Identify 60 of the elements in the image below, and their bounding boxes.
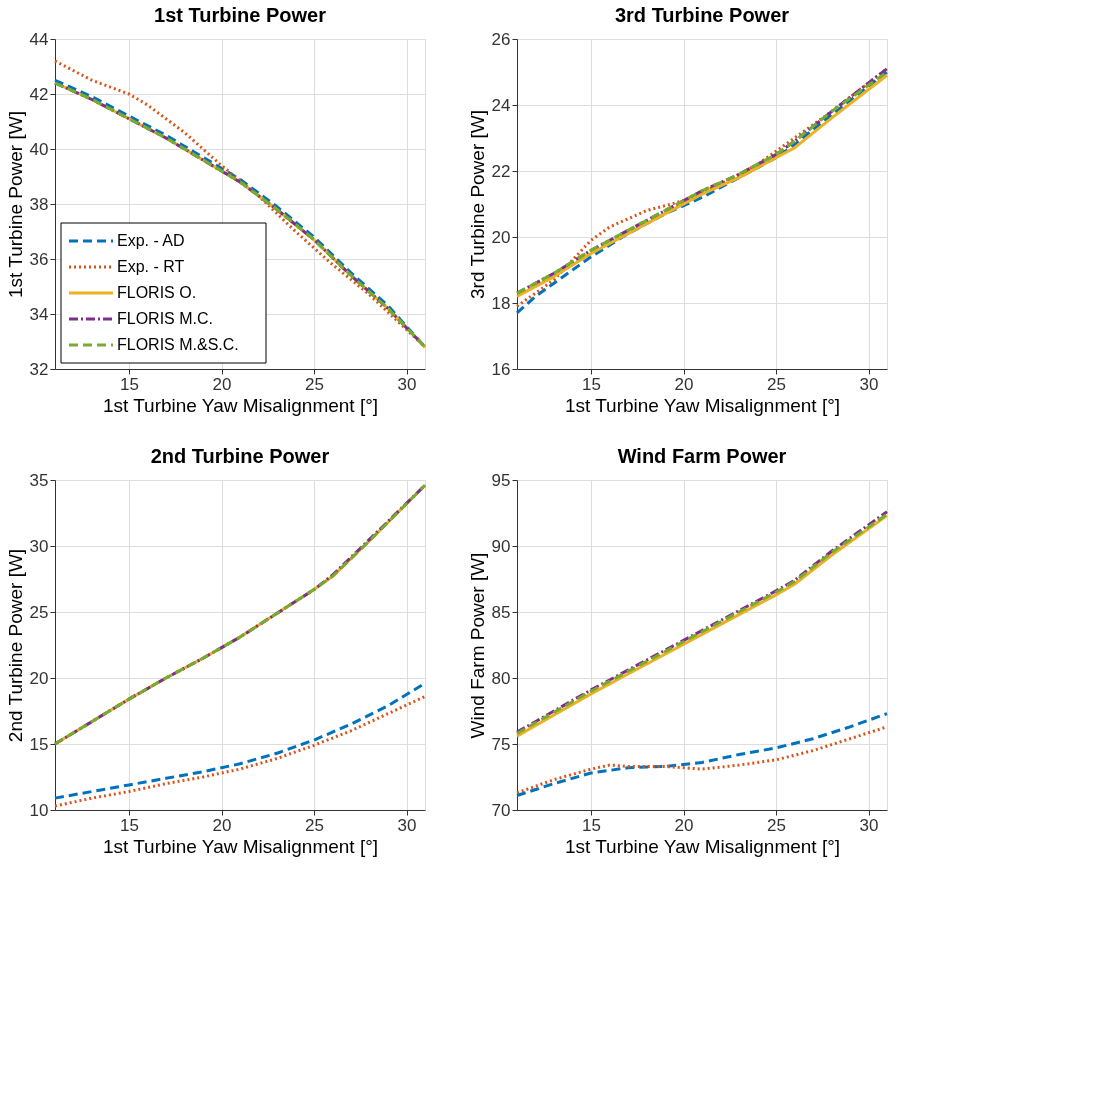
chart-title: Wind Farm Power xyxy=(617,445,787,467)
x-axis-title: 1st Turbine Yaw Misalignment [°] xyxy=(102,394,379,416)
y-tick-label: 20 xyxy=(29,668,49,688)
y-tick-label: 70 xyxy=(491,800,511,820)
y-tick-label: 95 xyxy=(491,470,511,490)
y-tick-label: 16 xyxy=(491,359,511,379)
x-tick-label: 20 xyxy=(674,815,694,835)
x-tick-label: 25 xyxy=(767,815,786,835)
y-tick-label: 38 xyxy=(29,194,49,214)
x-tick-label: 30 xyxy=(859,374,879,394)
x-tick-label: 15 xyxy=(120,374,139,394)
x-tick-label: 25 xyxy=(305,374,324,394)
line-series xyxy=(53,483,427,746)
y-tick-label: 25 xyxy=(29,602,49,622)
x-tick-label: 30 xyxy=(859,815,879,835)
y-tick-label: 35 xyxy=(29,470,49,490)
legend-label: Exp. - AD xyxy=(117,232,185,249)
y-tick-label: 42 xyxy=(29,84,49,104)
y-axis-title: 2nd Turbine Power [W] xyxy=(4,548,26,743)
y-tick-label: 22 xyxy=(491,161,511,181)
y-tick-label: 90 xyxy=(491,536,511,556)
x-tick-label: 30 xyxy=(397,374,417,394)
y-tick-label: 10 xyxy=(29,800,49,820)
x-axis-title: 1st Turbine Yaw Misalignment [°] xyxy=(564,835,841,857)
y-tick-label: 36 xyxy=(29,249,49,269)
x-axis-title: 1st Turbine Yaw Misalignment [°] xyxy=(102,835,379,857)
line-series xyxy=(515,712,889,797)
y-tick-label: 40 xyxy=(29,139,49,159)
y-axis-title: Wind Farm Power [W] xyxy=(466,552,488,739)
chart-title: 2nd Turbine Power xyxy=(150,445,330,467)
x-tick-label: 20 xyxy=(674,374,694,394)
x-tick-label: 15 xyxy=(582,815,601,835)
y-tick-label: 30 xyxy=(29,536,49,556)
x-tick-label: 20 xyxy=(212,815,232,835)
y-tick-label: 32 xyxy=(29,359,49,379)
y-tick-label: 20 xyxy=(491,227,511,247)
legend-label: FLORIS O. xyxy=(117,284,197,301)
y-tick-label: 18 xyxy=(491,293,511,313)
legend-label: FLORIS M.&S.C. xyxy=(117,336,239,353)
x-tick-label: 15 xyxy=(582,374,601,394)
y-tick-label: 26 xyxy=(491,29,511,49)
y-tick-label: 85 xyxy=(491,602,511,622)
chart-title: 3rd Turbine Power xyxy=(614,4,790,26)
y-axis-title: 1st Turbine Power [W] xyxy=(4,111,26,298)
y-tick-label: 80 xyxy=(491,668,511,688)
y-tick-label: 44 xyxy=(29,29,49,49)
y-tick-label: 15 xyxy=(29,734,49,754)
x-axis-title: 1st Turbine Yaw Misalignment [°] xyxy=(564,394,841,416)
x-tick-label: 20 xyxy=(212,374,232,394)
y-tick-label: 75 xyxy=(491,734,511,754)
x-tick-label: 15 xyxy=(120,815,139,835)
y-axis-title: 3rd Turbine Power [W] xyxy=(466,109,488,300)
legend-label: FLORIS M.C. xyxy=(117,310,214,327)
legend-label: Exp. - RT xyxy=(117,258,185,275)
x-tick-label: 25 xyxy=(305,815,324,835)
y-tick-label: 24 xyxy=(491,95,511,115)
x-tick-label: 30 xyxy=(397,815,417,835)
chart-title: 1st Turbine Power xyxy=(154,4,327,26)
y-tick-label: 34 xyxy=(29,304,49,324)
x-tick-label: 25 xyxy=(767,374,786,394)
